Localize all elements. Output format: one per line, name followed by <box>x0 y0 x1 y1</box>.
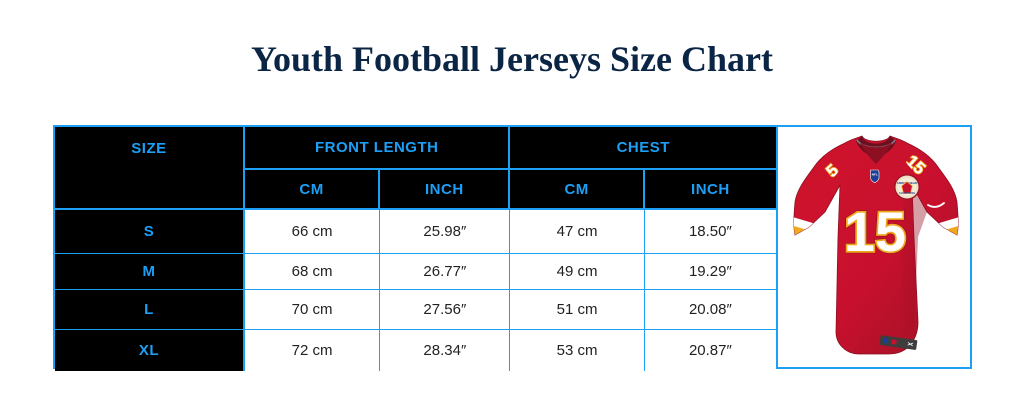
svg-text:CHAMPIONS: CHAMPIONS <box>899 191 915 195</box>
svg-text:NFL: NFL <box>872 172 878 176</box>
svg-text:15: 15 <box>844 200 906 263</box>
